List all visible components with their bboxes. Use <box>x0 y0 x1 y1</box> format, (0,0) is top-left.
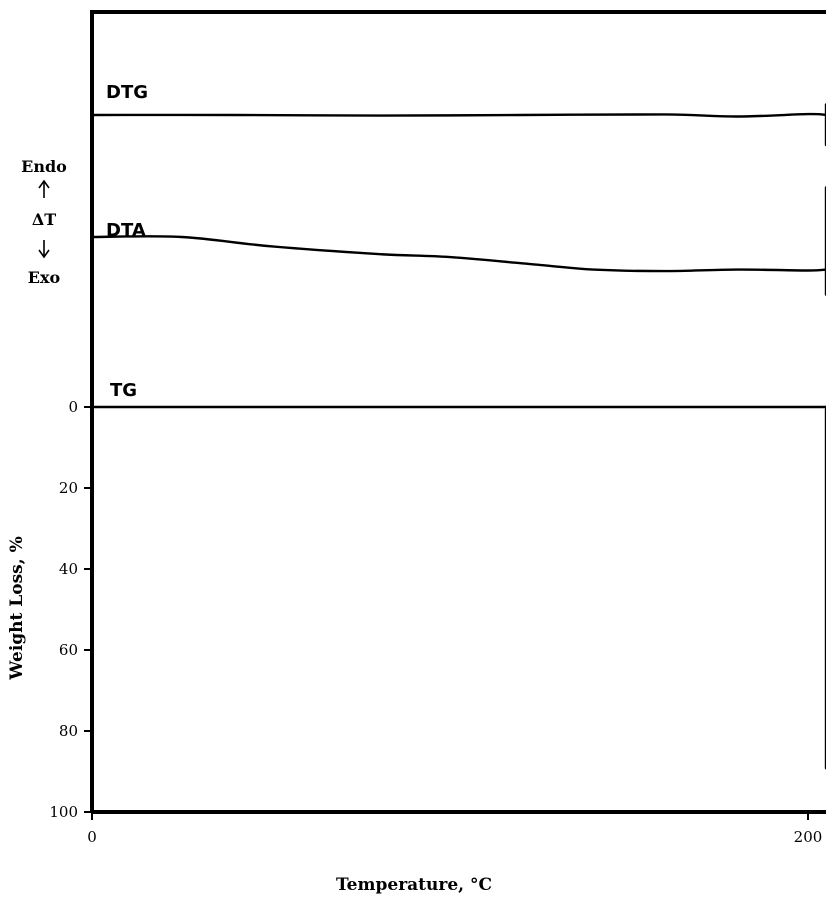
dtg-curve-label: DTG <box>106 82 148 103</box>
down-arrow-icon <box>38 240 50 259</box>
delta-t-label: ΔT <box>32 210 56 229</box>
delta-t-axis: Endo ΔT Exo <box>21 157 67 287</box>
x-axis-title: Temperature, °C <box>336 875 492 895</box>
curves <box>90 103 826 770</box>
dta-curve <box>90 186 826 296</box>
y-tick-label: 80 <box>59 722 78 740</box>
x-tick-label: 200 <box>794 828 823 846</box>
y-axis-ticks: 0 20 40 60 80 100 <box>49 398 92 821</box>
y-tick-label: 0 <box>68 398 78 416</box>
plot-frame <box>90 10 826 812</box>
dta-curve-label: DTA <box>106 220 146 241</box>
tg-curve <box>90 405 826 770</box>
y-axis-title: Weight Loss, % <box>7 536 27 680</box>
endo-label: Endo <box>21 157 67 176</box>
x-axis-ticks: 0200400600800 <box>87 812 823 846</box>
up-arrow-icon <box>38 179 50 198</box>
y-tick-label: 100 <box>49 803 78 821</box>
y-tick-label: 20 <box>59 479 78 497</box>
y-tick-label: 60 <box>59 641 78 659</box>
x-tick-label: 0 <box>87 828 97 846</box>
dtg-curve <box>90 103 826 147</box>
exo-label: Exo <box>28 268 61 287</box>
y-tick-label: 40 <box>59 560 78 578</box>
tg-curve-label: TG <box>110 380 137 401</box>
